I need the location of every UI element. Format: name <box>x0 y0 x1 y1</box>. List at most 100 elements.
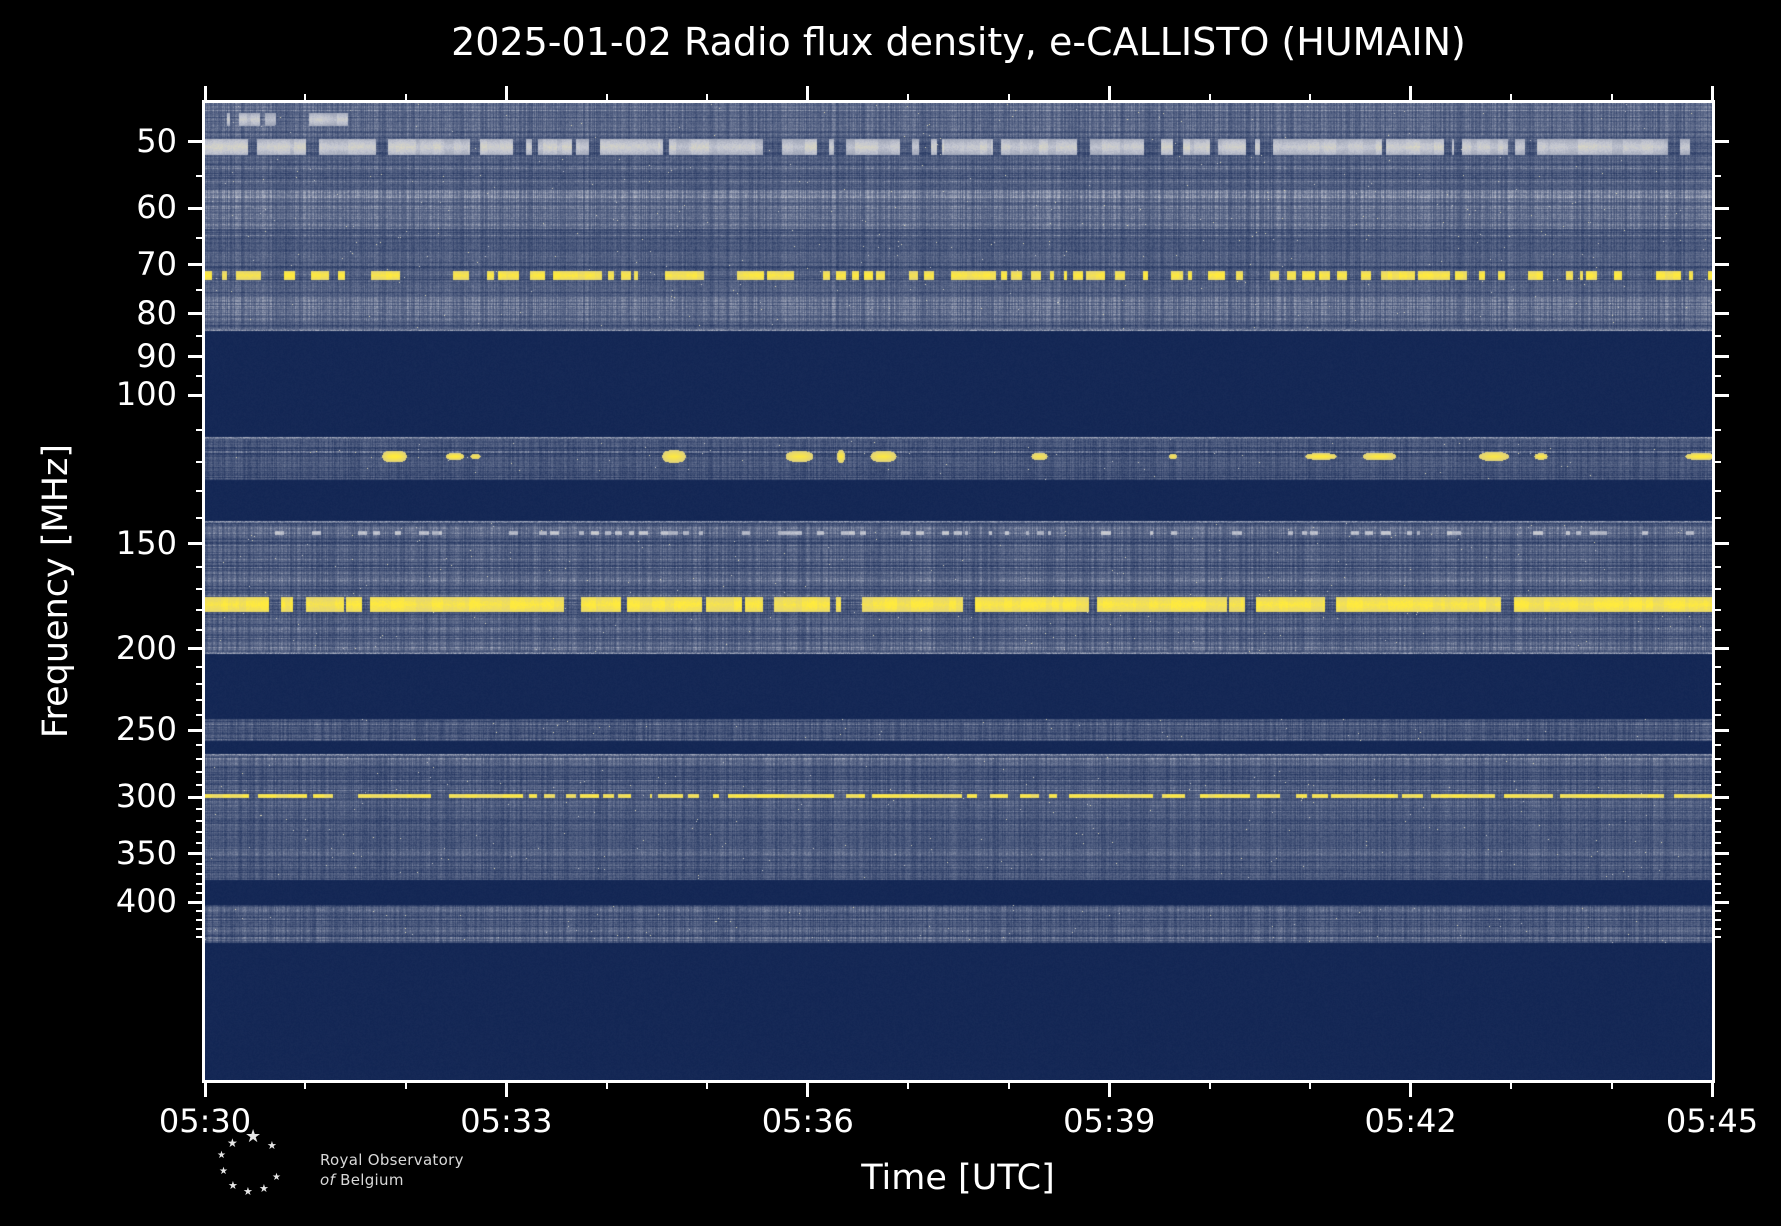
y-minor-tick-left <box>196 698 205 701</box>
y-minor-tick-left <box>196 665 205 668</box>
x-minor-tick <box>1007 1080 1010 1089</box>
y-minor-tick-left <box>196 714 205 717</box>
y-minor-tick-right <box>1712 698 1721 701</box>
x-tick-label: 05:45 <box>1665 1102 1759 1140</box>
x-tick-label: 05:33 <box>460 1102 553 1140</box>
y-major-tick-right <box>1712 140 1729 144</box>
y-minor-tick-left <box>196 882 205 885</box>
y-minor-tick-left <box>196 609 205 612</box>
y-minor-tick-left <box>196 910 205 913</box>
x-minor-tick-top <box>404 94 407 103</box>
logo-star-icon <box>245 1128 261 1146</box>
y-major-tick-right <box>1712 393 1729 397</box>
y-minor-tick-right <box>1712 936 1721 939</box>
y-minor-tick-left <box>196 830 205 833</box>
y-minor-tick-right <box>1712 588 1721 591</box>
y-tick-label: 70 <box>136 244 177 283</box>
y-minor-tick-left <box>196 872 205 875</box>
y-minor-tick-right <box>1712 919 1721 922</box>
x-major-tick <box>1409 1080 1413 1097</box>
x-minor-tick <box>907 1080 910 1089</box>
y-minor-tick-left <box>196 862 205 865</box>
y-minor-tick-left <box>196 841 205 844</box>
x-major-tick <box>203 1080 207 1097</box>
y-major-tick-right <box>1712 312 1729 315</box>
y-minor-tick-left <box>196 819 205 822</box>
y-minor-tick-left <box>196 808 205 811</box>
y-minor-tick-left <box>196 757 205 760</box>
y-major-tick-right <box>1712 900 1729 904</box>
logo-star-icon <box>259 1183 269 1194</box>
x-minor-tick-top <box>1610 94 1613 103</box>
x-minor-tick <box>605 1080 608 1089</box>
y-major-tick-left <box>188 795 205 799</box>
y-tick-label: 100 <box>115 375 177 414</box>
x-major-tick <box>1107 1080 1111 1097</box>
plot-area <box>202 100 1715 1083</box>
x-minor-tick <box>1510 1080 1513 1089</box>
logo-line2-rest: Belgium <box>340 1171 404 1189</box>
y-minor-tick-left <box>196 770 205 773</box>
y-minor-tick-left <box>196 927 205 930</box>
y-major-tick-left <box>188 852 205 855</box>
y-minor-tick-left <box>196 429 205 432</box>
y-minor-tick-right <box>1712 609 1721 612</box>
x-minor-tick <box>404 1080 407 1089</box>
y-minor-tick-right <box>1712 566 1721 569</box>
logo-star-icon <box>227 1137 238 1149</box>
y-minor-tick-left <box>196 936 205 939</box>
x-minor-tick-top <box>907 94 910 103</box>
y-minor-tick-left <box>196 175 205 178</box>
y-major-tick-left <box>188 206 205 210</box>
logo-line2: of Belgium <box>320 1170 464 1190</box>
x-minor-tick-top <box>1007 94 1010 103</box>
y-minor-tick-left <box>196 460 205 463</box>
y-major-tick-right <box>1712 795 1729 799</box>
y-tick-label: 50 <box>136 121 177 160</box>
y-minor-tick-left <box>196 334 205 337</box>
y-tick-label: 350 <box>115 833 177 872</box>
y-minor-tick-right <box>1712 808 1721 811</box>
y-minor-tick-left <box>196 628 205 631</box>
y-minor-tick-left <box>196 566 205 569</box>
y-major-tick-left <box>188 728 205 732</box>
y-minor-tick-right <box>1712 628 1721 631</box>
x-minor-tick-top <box>605 94 608 103</box>
y-major-tick-left <box>188 355 205 359</box>
x-minor-tick <box>1610 1080 1613 1089</box>
logo-star-icon <box>272 1173 281 1183</box>
y-major-tick-left <box>188 542 205 545</box>
x-tick-label: 05:42 <box>1364 1102 1457 1140</box>
y-minor-tick-right <box>1712 783 1721 786</box>
y-minor-tick-right <box>1712 665 1721 668</box>
rob-logo: Royal Observatory of Belgium <box>215 1128 635 1213</box>
y-minor-tick-right <box>1712 757 1721 760</box>
y-minor-tick-left <box>196 588 205 591</box>
x-tick-label: 05:30 <box>158 1102 252 1140</box>
y-minor-tick-right <box>1712 288 1721 291</box>
y-tick-label: 300 <box>115 777 177 816</box>
y-minor-tick-left <box>196 490 205 493</box>
x-minor-tick <box>706 1080 709 1089</box>
x-major-tick-top <box>203 86 207 103</box>
x-axis-title: Time [UTC] <box>861 1158 1055 1198</box>
x-major-tick-top <box>504 86 508 103</box>
y-minor-tick-right <box>1712 334 1721 337</box>
x-tick-label: 05:39 <box>1063 1102 1156 1140</box>
y-tick-label: 200 <box>115 628 177 667</box>
y-major-tick-left <box>188 140 205 144</box>
logo-star-icon <box>267 1140 277 1151</box>
y-major-tick-left <box>188 900 205 904</box>
y-axis-title: Frequency [MHz] <box>36 443 76 739</box>
y-tick-label: 80 <box>136 293 177 332</box>
y-minor-tick-left <box>196 288 205 291</box>
x-major-tick-top <box>1710 86 1714 103</box>
logo-star-icon <box>243 1186 253 1197</box>
y-minor-tick-right <box>1712 375 1721 378</box>
y-minor-tick-right <box>1712 236 1721 239</box>
y-minor-tick-right <box>1712 862 1721 865</box>
y-tick-label: 90 <box>136 336 177 375</box>
y-minor-tick-right <box>1712 841 1721 844</box>
x-minor-tick-top <box>706 94 709 103</box>
logo-text: Royal Observatory of Belgium <box>320 1150 464 1190</box>
